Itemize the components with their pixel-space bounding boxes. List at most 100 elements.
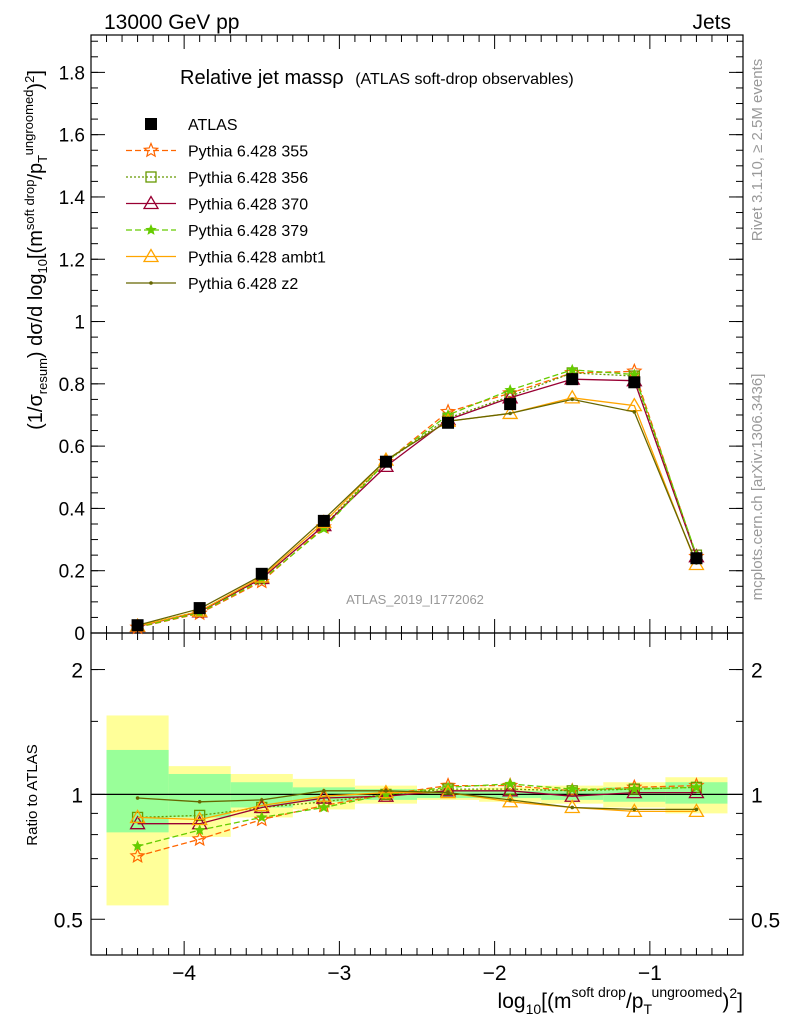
series-point-5	[570, 397, 575, 402]
data-point	[628, 376, 641, 389]
ratio-point-3	[566, 783, 578, 794]
y-tick-label: 0	[74, 624, 85, 645]
ratio-point-5	[384, 789, 388, 793]
ratio-point-4	[253, 797, 270, 812]
ratio-point-2	[688, 784, 705, 799]
ratio-point-5	[259, 798, 264, 802]
ratio-point-4	[129, 809, 146, 824]
ratio-point-4	[377, 784, 395, 799]
ratio-y-axis-label: Ratio to ATLAS	[24, 744, 41, 845]
data-point	[690, 552, 703, 565]
mcplots-label: mcplots.cern.ch [arXiv:1306.3436]	[749, 374, 766, 601]
ratio-point-5	[632, 807, 637, 812]
ratio-point-5	[197, 799, 202, 804]
ratio-point-3	[628, 783, 641, 794]
y-tick-label: 1.8	[59, 63, 85, 84]
x-axis-label: log10[(msoft drop/pTungroomed)2]	[498, 984, 743, 1017]
ratio-y-tick-label-right: 0.5	[751, 909, 780, 932]
legend-marker-5	[142, 248, 160, 263]
main-y-axis-label: (1/σresum) dσ/d log10[(msoft drop/pTungr…	[21, 70, 50, 430]
series-line-5	[137, 398, 698, 626]
ratio-y-tick-label-right: 1	[751, 784, 763, 807]
plot-title-sub: (ATLAS soft-drop observables)	[355, 71, 573, 88]
series-point-5	[508, 411, 512, 416]
legend-label-1: Pythia 6.428 355	[188, 144, 308, 161]
ratio-point-4	[315, 787, 332, 802]
ratio-point-2	[377, 787, 395, 802]
energy-label: 13000 GeV pp	[104, 11, 239, 34]
ratio-line-3	[137, 783, 697, 847]
ratio-y-tick-label-right: 2	[751, 660, 763, 683]
ratio-point-5	[570, 805, 575, 810]
series-line-3	[137, 369, 698, 628]
ratio-point-4	[191, 811, 208, 826]
ratio-line-4	[137, 791, 697, 821]
y-tick-label: 1.2	[59, 250, 85, 271]
series-point-5	[632, 410, 637, 414]
legend-marker-0	[145, 118, 157, 130]
series-line-2	[137, 378, 698, 628]
ratio-y-tick-label: 0.5	[54, 909, 83, 932]
data-point	[379, 455, 392, 468]
data-point	[193, 602, 206, 615]
x-tick-label: −3	[327, 962, 351, 985]
legend-marker-3	[142, 195, 160, 210]
legend-label-4: Pythia 6.428 379	[188, 223, 308, 240]
ratio-line-5	[137, 790, 697, 811]
ratio-point-3	[193, 824, 206, 836]
x-tick-label: −1	[638, 962, 662, 985]
plot-title: Relative jet massρ (ATLAS soft-drop obse…	[180, 67, 574, 89]
ratio-uncertainty-bands	[91, 715, 743, 906]
ratio-y-tick-label: 2	[71, 660, 83, 683]
legend-label-5: Pythia 6.428 ambt1	[188, 250, 326, 267]
data-point	[131, 619, 144, 632]
ratio-point-5	[508, 798, 512, 802]
ratio-point-3	[131, 840, 144, 852]
y-tick-label: 0.6	[59, 437, 85, 458]
ratio-point-3	[504, 777, 516, 789]
y-tick-label: 0.2	[59, 562, 85, 583]
ratio-point-4	[626, 803, 643, 818]
ratio-point-4	[439, 784, 457, 799]
x-tick-label: −2	[483, 962, 507, 985]
ratio-point-2	[626, 784, 643, 799]
data-point	[566, 373, 579, 386]
ratio-point-5	[694, 807, 699, 812]
series-point-3	[566, 363, 578, 375]
legend-marker-2	[145, 171, 157, 183]
y-tick-label: 1.6	[59, 126, 85, 147]
analysis-id: ATLAS_2019_I1772062	[346, 592, 484, 607]
legend-label-6: Pythia 6.428 z2	[188, 276, 298, 293]
legend-marker-4	[145, 223, 157, 235]
y-tick-label: 1.4	[59, 188, 86, 209]
y-tick-label: 0.8	[59, 375, 85, 396]
ratio-point-3	[690, 781, 703, 793]
y-tick-label: 1	[74, 313, 85, 334]
rivet-label: Rivet 3.1.10, ≥ 2.5M events	[749, 59, 766, 242]
data-point	[504, 398, 517, 411]
legend-marker-1	[142, 141, 160, 158]
data-point	[317, 514, 330, 527]
ratio-point-0	[191, 830, 208, 847]
legend-label-0: ATLAS	[188, 117, 238, 134]
ratio-point-4	[688, 803, 705, 818]
series-point-4	[564, 389, 581, 404]
ratio-point-3	[256, 811, 268, 823]
process-label: Jets	[692, 11, 731, 34]
series-point-3	[504, 384, 516, 395]
y-tick-label: 0.4	[59, 499, 86, 520]
ratio-plot-layer	[129, 777, 705, 864]
data-point	[255, 567, 268, 580]
ratio-point-5	[446, 790, 450, 795]
ratio-point-0	[253, 810, 270, 827]
ratio-point-5	[322, 789, 326, 793]
ratio-point-5	[135, 796, 140, 800]
ratio-point-0	[129, 847, 146, 864]
ratio-band-green	[106, 749, 169, 833]
ratio-y-tick-label: 1	[71, 784, 83, 807]
ratio-point-3	[318, 801, 330, 813]
legend-label-3: Pythia 6.428 370	[188, 197, 308, 214]
legend-marker-6	[149, 281, 153, 285]
data-point	[442, 416, 455, 429]
